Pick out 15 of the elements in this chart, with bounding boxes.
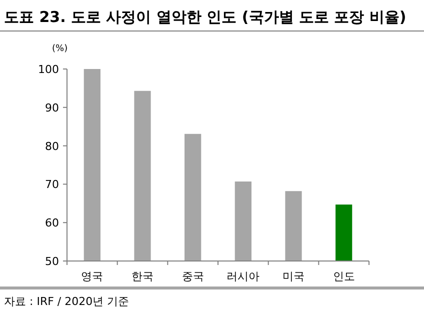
x-tick-label: 인도 <box>332 270 355 283</box>
chart-title: 도표 23. 도로 사정이 열악한 인도 (국가별 도로 포장 비율) <box>4 8 406 26</box>
text: 자료 : IRF / 2020년 기준 <box>4 295 130 308</box>
x-tick-label: 러시아 <box>226 270 260 283</box>
y-tick-label: 90 <box>45 101 59 114</box>
x-tick-label: 한국 <box>132 270 154 283</box>
y-axis-title: (%) <box>52 44 68 54</box>
y-tick-label: 70 <box>45 178 59 192</box>
y-tick-label: 50 <box>45 255 59 268</box>
y-tick-label: 60 <box>45 216 59 230</box>
x-tick-label: 미국 <box>282 270 304 283</box>
y-tick-label: 80 <box>45 140 59 153</box>
x-tick-label: 영국 <box>81 270 104 283</box>
x-tick-label: 중국 <box>182 270 204 283</box>
y-tick-label: 100 <box>38 63 59 76</box>
